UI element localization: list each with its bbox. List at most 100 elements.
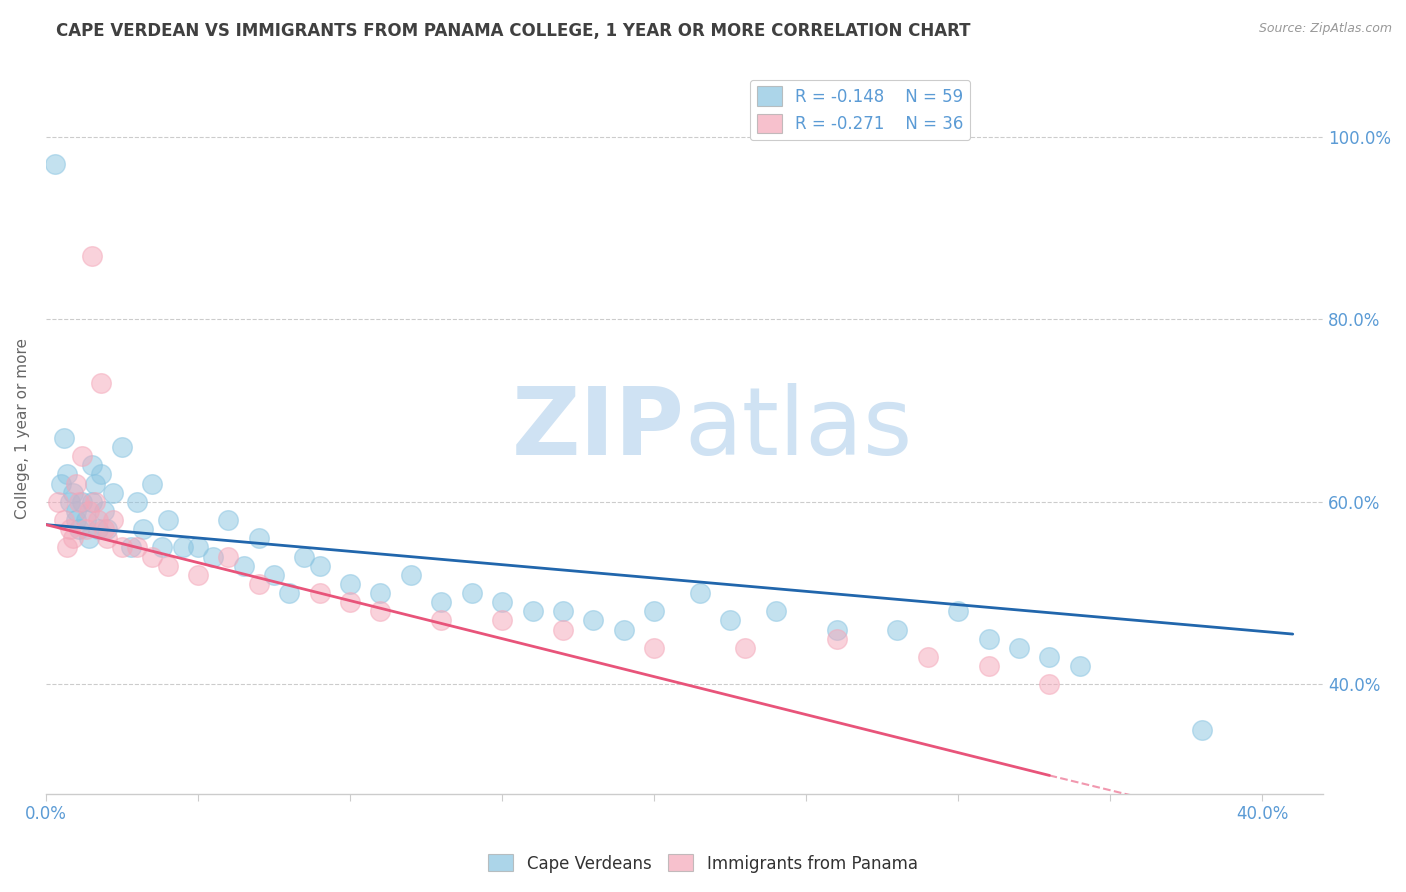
- Point: [101, 485, 124, 500]
- Point: [689, 586, 711, 600]
- Point: [643, 604, 665, 618]
- Point: [948, 604, 970, 618]
- Point: [44, 157, 66, 171]
- Point: [120, 541, 142, 555]
- Point: [156, 513, 179, 527]
- Point: [734, 640, 756, 655]
- Point: [80, 249, 103, 263]
- Point: [308, 558, 330, 573]
- Point: [187, 541, 209, 555]
- Point: [217, 549, 239, 564]
- Point: [150, 541, 173, 555]
- Point: [93, 522, 115, 536]
- Point: [430, 614, 453, 628]
- Point: [370, 586, 392, 600]
- Legend: R = -0.148    N = 59, R = -0.271    N = 36: R = -0.148 N = 59, R = -0.271 N = 36: [749, 79, 970, 140]
- Point: [53, 431, 76, 445]
- Point: [263, 567, 285, 582]
- Point: [977, 632, 1000, 646]
- Point: [77, 531, 100, 545]
- Point: [491, 614, 513, 628]
- Point: [886, 623, 908, 637]
- Point: [96, 531, 118, 545]
- Point: [430, 595, 453, 609]
- Point: [339, 595, 361, 609]
- Point: [172, 541, 194, 555]
- Text: ZIP: ZIP: [512, 383, 685, 475]
- Point: [977, 659, 1000, 673]
- Text: atlas: atlas: [685, 383, 912, 475]
- Point: [187, 567, 209, 582]
- Point: [80, 495, 103, 509]
- Point: [917, 649, 939, 664]
- Point: [718, 614, 741, 628]
- Point: [1008, 640, 1031, 655]
- Point: [90, 467, 112, 482]
- Point: [141, 549, 163, 564]
- Point: [77, 504, 100, 518]
- Point: [111, 541, 134, 555]
- Point: [67, 522, 90, 536]
- Point: [1191, 723, 1213, 737]
- Point: [93, 504, 115, 518]
- Point: [127, 495, 149, 509]
- Point: [72, 449, 94, 463]
- Point: [247, 531, 270, 545]
- Point: [278, 586, 301, 600]
- Point: [72, 495, 94, 509]
- Y-axis label: College, 1 year or more: College, 1 year or more: [15, 338, 30, 519]
- Point: [127, 541, 149, 555]
- Point: [62, 531, 84, 545]
- Point: [217, 513, 239, 527]
- Point: [132, 522, 155, 536]
- Point: [83, 476, 105, 491]
- Text: Source: ZipAtlas.com: Source: ZipAtlas.com: [1258, 22, 1392, 36]
- Point: [80, 458, 103, 473]
- Point: [613, 623, 636, 637]
- Point: [339, 577, 361, 591]
- Point: [1069, 659, 1091, 673]
- Point: [1038, 677, 1060, 691]
- Point: [46, 495, 69, 509]
- Point: [247, 577, 270, 591]
- Point: [582, 614, 605, 628]
- Point: [101, 513, 124, 527]
- Text: CAPE VERDEAN VS IMMIGRANTS FROM PANAMA COLLEGE, 1 YEAR OR MORE CORRELATION CHART: CAPE VERDEAN VS IMMIGRANTS FROM PANAMA C…: [56, 22, 970, 40]
- Point: [308, 586, 330, 600]
- Point: [83, 495, 105, 509]
- Point: [65, 504, 87, 518]
- Point: [65, 476, 87, 491]
- Point: [59, 522, 82, 536]
- Point: [294, 549, 316, 564]
- Point: [56, 541, 79, 555]
- Point: [765, 604, 787, 618]
- Point: [202, 549, 225, 564]
- Point: [53, 513, 76, 527]
- Point: [67, 495, 90, 509]
- Point: [825, 632, 848, 646]
- Point: [522, 604, 544, 618]
- Point: [56, 467, 79, 482]
- Point: [65, 513, 87, 527]
- Legend: Cape Verdeans, Immigrants from Panama: Cape Verdeans, Immigrants from Panama: [482, 847, 924, 880]
- Point: [491, 595, 513, 609]
- Point: [59, 495, 82, 509]
- Point: [551, 604, 574, 618]
- Point: [156, 558, 179, 573]
- Point: [86, 522, 108, 536]
- Point: [90, 376, 112, 391]
- Point: [232, 558, 254, 573]
- Point: [370, 604, 392, 618]
- Point: [75, 513, 97, 527]
- Point: [75, 522, 97, 536]
- Point: [551, 623, 574, 637]
- Point: [86, 513, 108, 527]
- Point: [141, 476, 163, 491]
- Point: [825, 623, 848, 637]
- Point: [51, 476, 73, 491]
- Point: [111, 440, 134, 454]
- Point: [399, 567, 422, 582]
- Point: [1038, 649, 1060, 664]
- Point: [62, 485, 84, 500]
- Point: [643, 640, 665, 655]
